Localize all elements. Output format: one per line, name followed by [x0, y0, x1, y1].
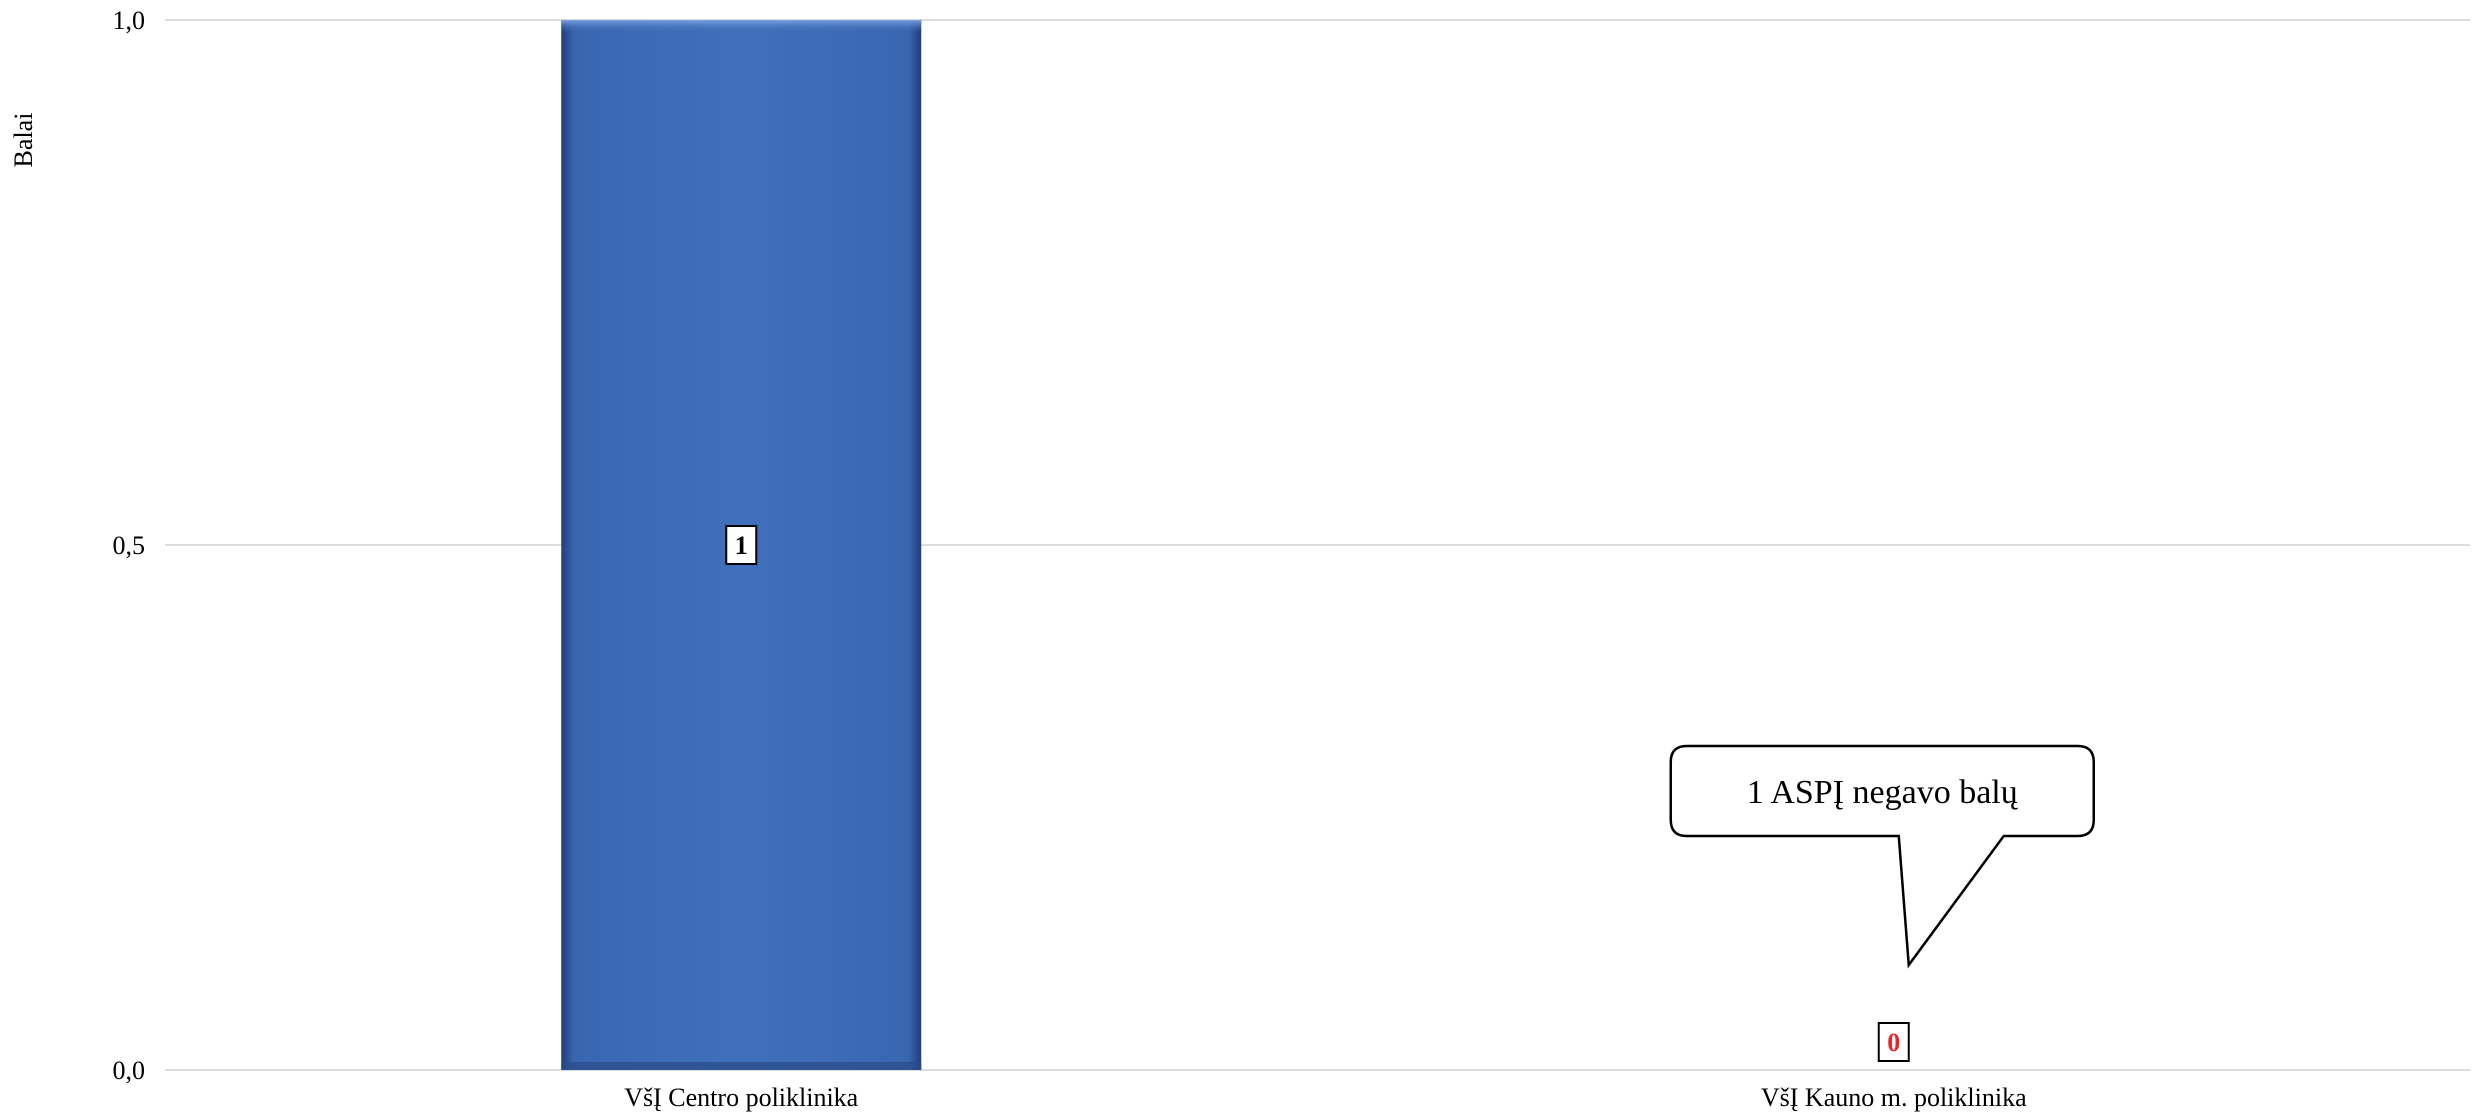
data-label-text: 0 — [1887, 1028, 1900, 1057]
data-label-box — [1877, 1022, 1910, 1062]
y-tick-label: 0,0 — [113, 1056, 146, 1085]
data-label: 0 — [1877, 1022, 1910, 1062]
data-labels: 10 — [725, 525, 1910, 1062]
y-axis-ticks: 0,0 0,5 1,0 — [113, 6, 146, 1085]
data-label-box — [725, 525, 758, 565]
y-tick-label: 0,5 — [113, 531, 146, 560]
data-label: 1 — [725, 525, 758, 565]
annotation-callout: 1 ASPĮ negavo balų — [1669, 744, 2095, 969]
bar-top-highlight — [561, 20, 922, 32]
gridlines — [165, 19, 2470, 1071]
data-label-text: 1 — [735, 531, 748, 560]
x-tick-label: VšĮ Centro poliklinika — [624, 1083, 858, 1112]
callout-bubble — [1669, 744, 2095, 969]
bar-bottom-shade — [561, 1062, 922, 1070]
callout-text: 1 ASPĮ negavo balų — [1747, 774, 2019, 811]
x-tick-label: VšĮ Kauno m. poliklinika — [1761, 1083, 2027, 1112]
x-axis-ticks: VšĮ Centro poliklinika VšĮ Kauno m. polik… — [624, 1083, 2027, 1112]
y-axis-label: Balai — [9, 113, 38, 168]
y-tick-label: 1,0 — [113, 6, 146, 35]
